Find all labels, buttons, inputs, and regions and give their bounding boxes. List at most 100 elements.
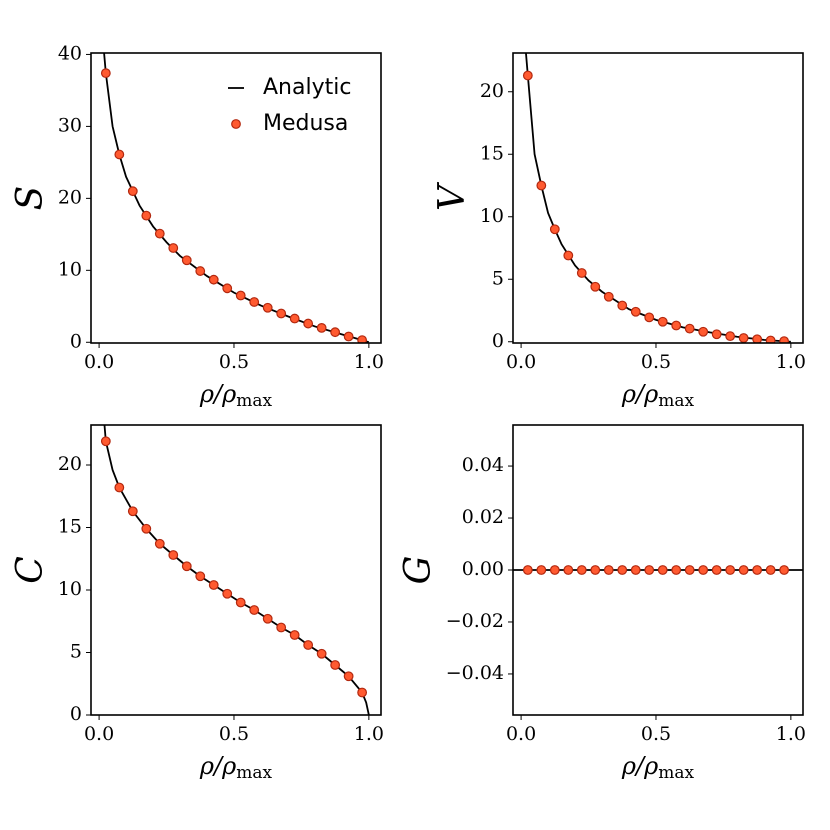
medusa-point bbox=[738, 565, 749, 575]
medusa-point bbox=[630, 306, 641, 317]
x-axis-label-sub: max bbox=[236, 763, 272, 783]
medusa-point bbox=[208, 274, 219, 285]
medusa-point bbox=[563, 565, 574, 575]
y-tick-label: 0.02 bbox=[462, 506, 504, 528]
medusa-point bbox=[738, 333, 749, 343]
medusa-point bbox=[684, 323, 695, 334]
x-axis-label-main: ρ/ρ bbox=[199, 752, 236, 780]
medusa-point bbox=[357, 335, 368, 343]
medusa-point bbox=[698, 565, 709, 575]
y-axis-label: V bbox=[432, 181, 473, 211]
y-tick-label: −0.04 bbox=[446, 662, 504, 684]
y-axis-label: G bbox=[398, 556, 439, 585]
y-tick-label: 30 bbox=[58, 114, 82, 136]
medusa-point bbox=[195, 571, 206, 582]
medusa-point bbox=[603, 291, 614, 302]
medusa-point bbox=[100, 436, 111, 447]
medusa-point bbox=[725, 565, 736, 575]
x-axis-label-sub: max bbox=[658, 763, 694, 783]
y-tick-label: 10 bbox=[58, 258, 82, 280]
medusa-point bbox=[262, 613, 273, 624]
medusa-point bbox=[711, 565, 722, 575]
medusa-point bbox=[303, 640, 314, 650]
axes-frame bbox=[90, 52, 382, 344]
medusa-point bbox=[671, 565, 682, 575]
plot-area bbox=[100, 53, 370, 343]
medusa-point bbox=[249, 297, 260, 307]
medusa-point bbox=[657, 316, 668, 327]
legend-label: Medusa bbox=[263, 111, 348, 136]
x-axis-label-main: ρ/ρ bbox=[199, 380, 236, 408]
y-axis-label: S bbox=[10, 186, 51, 211]
y-tick-label: 20 bbox=[58, 186, 82, 208]
y-tick-label: 40 bbox=[58, 42, 82, 64]
medusa-point bbox=[644, 565, 655, 575]
x-axis-label-sub: max bbox=[236, 391, 272, 411]
medusa-point bbox=[522, 565, 533, 575]
x-tick-label: 0.0 bbox=[84, 723, 114, 745]
y-tick-label: 0 bbox=[70, 703, 82, 725]
legend-label: Analytic bbox=[263, 75, 351, 100]
y-tick-label: 0.00 bbox=[462, 558, 504, 580]
x-tick-label: 0.5 bbox=[219, 723, 249, 745]
medusa-point bbox=[127, 506, 138, 517]
medusa-point bbox=[617, 565, 628, 575]
subplot: 0.0 0.5 1.0 −0.04 −0.02 0.00 0.02 0.04 ρ/ρmax G bbox=[398, 424, 806, 783]
medusa-point bbox=[168, 550, 179, 560]
medusa-point bbox=[617, 300, 628, 311]
medusa-point bbox=[779, 336, 790, 343]
y-tick-label: −0.02 bbox=[446, 610, 504, 632]
x-axis-label-main: ρ/ρ bbox=[621, 380, 658, 408]
y-axis-label: C bbox=[10, 556, 51, 584]
medusa-point bbox=[671, 320, 682, 331]
x-axis-label: ρ/ρmax bbox=[199, 380, 273, 411]
medusa-point bbox=[549, 224, 560, 235]
plot-area bbox=[513, 565, 803, 575]
y-tick-label: 15 bbox=[58, 516, 82, 538]
medusa-point bbox=[752, 334, 763, 343]
medusa-point bbox=[289, 313, 300, 324]
medusa-point bbox=[725, 331, 736, 342]
axes-frame bbox=[90, 424, 382, 716]
medusa-point bbox=[576, 268, 587, 278]
y-tick-label: 0 bbox=[492, 330, 504, 352]
medusa-point bbox=[590, 565, 601, 575]
y-tick-label: 5 bbox=[492, 267, 504, 289]
x-tick-label: 1.0 bbox=[354, 723, 384, 745]
medusa-point bbox=[536, 180, 547, 191]
medusa-point bbox=[195, 266, 206, 276]
medusa-point bbox=[316, 648, 327, 659]
x-tick-label: 0.0 bbox=[506, 351, 536, 373]
y-tick-label: 0.04 bbox=[462, 454, 504, 476]
x-tick-label: 1.0 bbox=[776, 351, 806, 373]
medusa-point bbox=[590, 281, 601, 292]
medusa-point bbox=[276, 622, 287, 633]
subplot: 0.0 0.5 1.0 0 5 10 15 20 ρ/ρmax C bbox=[10, 424, 384, 783]
x-tick-label: 0.5 bbox=[219, 351, 249, 373]
axes-frame bbox=[512, 424, 804, 716]
y-tick-label: 0 bbox=[70, 330, 82, 352]
medusa-point bbox=[330, 327, 341, 338]
medusa-point bbox=[603, 565, 614, 575]
medusa-point bbox=[779, 565, 790, 575]
medusa-point bbox=[114, 482, 125, 493]
medusa-point bbox=[698, 326, 709, 337]
x-axis-label: ρ/ρmax bbox=[621, 380, 695, 411]
medusa-point bbox=[208, 580, 219, 590]
medusa-point bbox=[127, 186, 138, 197]
medusa-point bbox=[357, 687, 368, 698]
medusa-point bbox=[154, 228, 165, 239]
legend: Analytic Medusa bbox=[228, 75, 351, 136]
medusa-point bbox=[684, 565, 695, 575]
y-tick-label: 20 bbox=[58, 453, 82, 475]
legend-marker bbox=[231, 119, 241, 129]
y-tick-label: 5 bbox=[70, 641, 82, 663]
axes-frame bbox=[512, 52, 804, 344]
medusa-point bbox=[141, 523, 152, 534]
medusa-point bbox=[630, 565, 641, 575]
medusa-point bbox=[276, 308, 287, 319]
y-tick-label: 10 bbox=[480, 205, 504, 227]
medusa-point bbox=[343, 671, 354, 682]
x-tick-label: 0.5 bbox=[641, 723, 671, 745]
